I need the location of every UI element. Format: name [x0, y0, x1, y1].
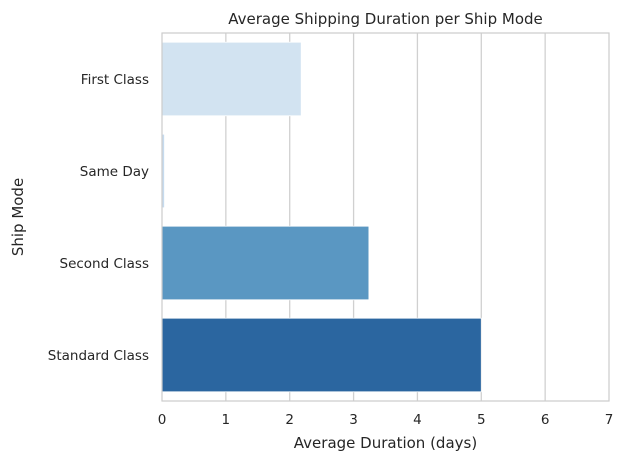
x-tick-label: 5: [477, 412, 486, 428]
bars-layer: [161, 41, 482, 393]
y-ticks-layer: First Class Same Day Second Class Standard …: [48, 72, 149, 364]
y-axis-label: Ship Mode: [9, 178, 27, 256]
plot-frame: [161, 32, 610, 402]
x-tick-label: 4: [413, 412, 422, 428]
y-tick-label: First Class: [81, 72, 149, 88]
bar: [161, 225, 370, 301]
y-tick-label: Same Day: [80, 164, 149, 180]
x-tick-label: 3: [349, 412, 358, 428]
x-tick-label: 6: [541, 412, 550, 428]
x-tick-label: 2: [285, 412, 294, 428]
y-tick-label: Second Class: [60, 256, 150, 272]
y-tick-label: Standard Class: [48, 348, 149, 364]
bar: [161, 41, 302, 117]
x-axis-label: Average Duration (days): [294, 434, 477, 452]
chart-title: Average Shipping Duration per Ship Mode: [228, 10, 543, 28]
bar: [161, 317, 482, 393]
x-tick-label: 1: [222, 412, 231, 428]
x-ticks-layer: 0 1 2 3 4 5 6 7: [158, 412, 614, 428]
x-tick-label: 0: [158, 412, 167, 428]
x-tick-label: 7: [605, 412, 614, 428]
